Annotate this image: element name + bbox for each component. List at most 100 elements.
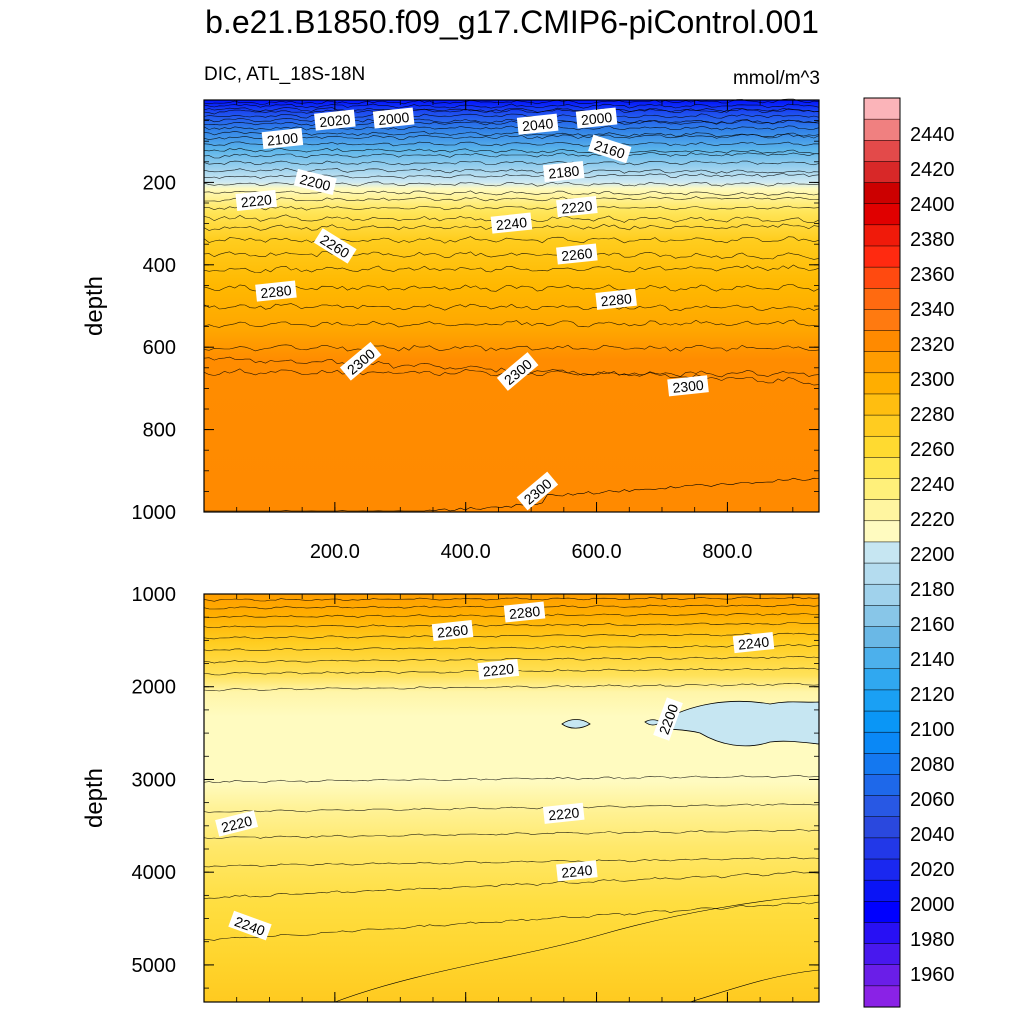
lower-contour-line	[203, 901, 820, 941]
contour-label-text: 2220	[240, 191, 273, 210]
x-tick-label: 800.0	[702, 541, 752, 563]
y-tick-label: 1000	[132, 584, 177, 606]
low-dic-blob-east	[659, 700, 820, 747]
y-tick-label: 1000	[132, 502, 177, 524]
contour-label-text: 2000	[377, 109, 410, 128]
colorbar-swatch	[863, 457, 901, 480]
contour-label-text: 2300	[672, 377, 705, 396]
colorbar-label: 2060	[910, 789, 955, 811]
upper-contour-line	[203, 344, 820, 352]
contour-label: 2180	[542, 161, 585, 183]
chart-title: b.e21.B1850.f09_g17.CMIP6-piControl.001	[205, 4, 819, 40]
colorbar-swatch	[863, 985, 901, 1008]
colorbar-swatch	[863, 964, 901, 987]
lower-x-axis-ticks	[203, 594, 794, 1002]
colorbar-swatch	[863, 330, 901, 353]
upper-contour-line	[203, 103, 820, 109]
upper-contour-line	[203, 117, 820, 125]
upper-contour-line	[203, 113, 820, 119]
contour-label: 2220	[215, 810, 259, 837]
upper-contour-line	[203, 284, 820, 292]
upper-contour-line	[204, 477, 820, 512]
contour-label: 2100	[261, 128, 304, 150]
contour-label-text: 2240	[737, 633, 770, 652]
contour-label-text: 2100	[266, 129, 299, 148]
lower-contour-line	[203, 803, 820, 813]
contour-label-text: 2220	[220, 812, 254, 835]
colorbar-swatch	[863, 753, 901, 776]
contour-label: 2280	[255, 280, 297, 302]
upper-contour-line	[203, 205, 820, 211]
colorbar-swatch	[863, 668, 901, 691]
y-tick-label: 600	[143, 337, 176, 359]
colorbar-label: 2040	[910, 824, 955, 846]
contour-label-text: 2180	[547, 162, 580, 181]
upper-contour-line	[203, 152, 820, 159]
contour-label-text: 2220	[561, 197, 594, 216]
upper-contour-line	[203, 108, 820, 115]
x-tick-label: 600.0	[572, 541, 622, 563]
lower-contour-line	[203, 596, 820, 602]
y-tick-label: 5000	[132, 955, 177, 977]
upper-field-fill	[204, 100, 819, 512]
y-tick-label: 4000	[132, 862, 177, 884]
y-tick-label: 200	[143, 172, 176, 194]
colorbar-swatch	[863, 478, 901, 501]
colorbar-label: 2320	[910, 334, 955, 356]
colorbar-swatch	[863, 414, 901, 437]
lower-contour-line	[203, 829, 820, 840]
contour-label: 2200	[293, 168, 337, 196]
colorbar-swatch	[863, 245, 901, 268]
lower-plot-frame	[203, 593, 820, 1003]
contour-label-text: 2020	[319, 111, 352, 130]
upper-y-axis-label: depth	[81, 276, 108, 336]
contour-label: 2240	[490, 212, 533, 234]
contour-label: 2220	[235, 189, 278, 211]
contour-label-text: 2000	[580, 109, 613, 128]
colorbar-swatch	[863, 795, 901, 818]
upper-contour-line	[203, 147, 820, 155]
colorbar-swatch	[863, 583, 901, 606]
lower-contour-line	[203, 644, 820, 652]
contour-label-text: 2040	[521, 115, 554, 134]
colorbar-swatch	[863, 372, 901, 395]
colorbar-swatch	[863, 351, 901, 374]
contour-label: 2040	[516, 113, 559, 135]
colorbar-label: 2220	[910, 509, 955, 531]
colorbar-swatch	[863, 266, 901, 289]
colorbar-swatch	[863, 118, 901, 141]
y-tick-label: 800	[143, 420, 176, 442]
contour-label: 2220	[556, 196, 598, 218]
contour-label-text: 2280	[260, 282, 293, 301]
upper-contour-line	[203, 133, 820, 141]
upper-contour-line	[203, 190, 820, 196]
upper-contour-line	[203, 303, 820, 312]
upper-contour-line	[203, 130, 820, 138]
contour-label-text: 2260	[561, 245, 594, 264]
colorbar-label: 2140	[910, 649, 955, 671]
upper-contour-line	[203, 251, 820, 260]
contour-label: 2220	[542, 802, 585, 824]
contour-label-text: 2260	[436, 621, 469, 640]
colorbar-frame	[863, 97, 901, 1008]
colorbar-swatch	[863, 562, 901, 585]
colorbar-swatch	[863, 710, 901, 733]
contour-label: 2220	[477, 658, 520, 681]
colorbar: 2440 2420 2400 2380 2360 2340 2320 2300 2280 2260…	[863, 97, 955, 1008]
contour-label: 2280	[503, 601, 546, 623]
lower-contour-line	[203, 774, 820, 784]
contour-label: 2020	[314, 109, 356, 131]
upper-contour-line	[203, 98, 820, 105]
colorbar-swatch	[863, 689, 901, 712]
colorbar-swatch	[863, 520, 901, 543]
colorbar-label: 1960	[910, 964, 955, 986]
colorbar-swatch	[863, 901, 901, 923]
colorbar-swatch	[863, 541, 901, 564]
contour-label: 2260	[431, 620, 474, 642]
colorbar-swatch	[863, 626, 901, 649]
colorbar-label: 2440	[910, 124, 955, 146]
lower-contour-line	[334, 894, 820, 1003]
contour-label: 2260	[556, 243, 598, 265]
contour-label: 2240	[556, 860, 598, 882]
